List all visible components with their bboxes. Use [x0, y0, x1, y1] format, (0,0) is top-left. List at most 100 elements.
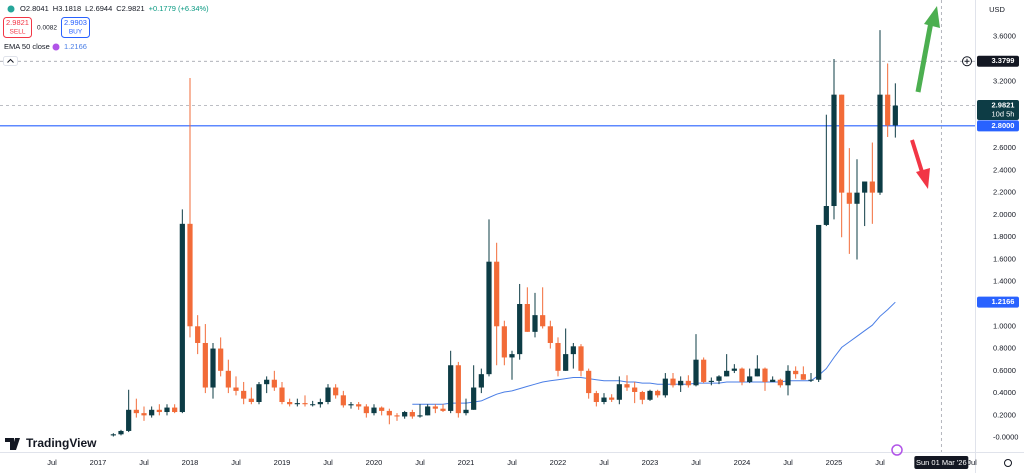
up-arrow	[915, 21, 934, 93]
candle-body	[432, 406, 438, 409]
candle-body	[854, 192, 860, 204]
x-tick-label: 2018	[182, 458, 199, 467]
candle-body	[655, 390, 661, 396]
candle-body	[218, 348, 224, 371]
price-badge	[977, 296, 1019, 308]
settings-icon[interactable]	[1004, 459, 1012, 467]
price-badge-label: 2.9821	[992, 101, 1015, 110]
x-tick-label: Jul	[967, 458, 977, 467]
candle-body	[563, 354, 569, 371]
candle-body	[264, 379, 270, 385]
candle-body	[770, 379, 776, 382]
candle-body	[823, 206, 829, 225]
candle-body	[202, 342, 208, 388]
candle-body	[754, 368, 760, 377]
candle-body	[532, 315, 538, 332]
ohlc-legend: O2.8041 H3.1818 L2.6944 C2.9821 +0.1779 (+6.…	[20, 4, 209, 13]
x-tick-label: Jul	[599, 458, 609, 467]
candle-body	[624, 384, 630, 388]
candle-body	[279, 387, 285, 403]
candle-body	[126, 409, 132, 431]
candle-body	[509, 354, 515, 358]
candle-body	[225, 370, 231, 388]
candle-body	[409, 412, 415, 417]
sell-label: SELL	[10, 29, 26, 36]
candle-body	[586, 370, 592, 394]
price-badge-label: 3.3799	[992, 56, 1015, 65]
x-tick-label: Jul	[691, 458, 701, 467]
x-tick-label: Jul	[415, 458, 425, 467]
crosshair-date-box	[914, 456, 969, 469]
candle-body	[210, 348, 216, 388]
candle-body	[248, 398, 254, 403]
candle-body	[609, 397, 615, 400]
candle-body	[670, 378, 676, 386]
candle-body	[455, 365, 461, 414]
candle-body	[310, 404, 316, 406]
ema-settings-icon[interactable]	[52, 43, 60, 51]
candle-body	[494, 261, 500, 327]
candle-body	[294, 403, 300, 405]
price-badge-label: 2.8000	[992, 121, 1015, 130]
candle-body	[317, 402, 323, 405]
candle-body	[371, 407, 377, 414]
x-tick-label: 2019	[274, 458, 291, 467]
brand-name: TradingView	[26, 436, 97, 450]
x-tick-label: Jul	[47, 458, 57, 467]
candle-body	[777, 379, 783, 386]
candle-body	[486, 261, 492, 375]
y-tick-label: 0.2000	[993, 410, 1016, 419]
candle-body	[578, 346, 584, 371]
spread: 0.0082	[37, 25, 57, 32]
candle-body	[448, 365, 454, 411]
y-tick-label: 1.6000	[993, 254, 1016, 263]
sell-price: 2.9821	[6, 18, 29, 27]
candle-body	[133, 409, 139, 414]
ohlc-value: L2.6944	[85, 4, 112, 13]
buy-button[interactable]	[61, 17, 90, 38]
collapse-icon	[7, 58, 14, 63]
y-tick-label: 2.2000	[993, 188, 1016, 197]
candle-body	[724, 370, 730, 377]
candle-body	[678, 380, 684, 386]
candle-body	[793, 370, 799, 375]
crosshair-date-label: Sun 01 Mar '26	[916, 458, 967, 467]
candle-body	[187, 223, 193, 327]
sell-button[interactable]	[3, 17, 32, 38]
candle-body	[869, 181, 875, 193]
candle-body	[386, 410, 392, 416]
y-tick-label: 2.6000	[993, 143, 1016, 152]
y-tick-label: -0.0000	[993, 433, 1018, 442]
x-tick-label: 2022	[550, 458, 567, 467]
brand-logo	[5, 438, 20, 450]
collapse-button[interactable]	[3, 56, 18, 66]
candle-body	[785, 370, 791, 386]
event-icon[interactable]	[891, 444, 903, 456]
candle-body	[716, 376, 722, 381]
down-arrow	[910, 139, 924, 173]
candle-body	[639, 391, 645, 400]
currency: USD	[989, 5, 1005, 14]
candle-body	[241, 390, 247, 399]
candle-body	[816, 224, 822, 380]
candle-body	[164, 407, 170, 413]
countdown: 10d 5h	[992, 110, 1015, 119]
x-tick-label: Jul	[231, 458, 241, 467]
y-tick-label: 1.8000	[993, 232, 1016, 241]
x-tick-label: 2017	[90, 458, 107, 467]
candle-body	[892, 105, 898, 126]
candle-body	[356, 404, 362, 407]
x-tick-label: Jul	[139, 458, 149, 467]
candle-body	[256, 384, 262, 403]
candle-body	[601, 397, 607, 403]
x-tick-label: Jul	[323, 458, 333, 467]
candle-body	[348, 404, 354, 406]
candle-body	[325, 387, 331, 403]
candle-body	[517, 304, 523, 355]
up-arrow-head	[924, 6, 940, 28]
ema-legend-value: 1.2166	[64, 42, 87, 51]
x-tick-label: 2024	[734, 458, 751, 467]
candle-body	[233, 387, 239, 391]
candle-body	[156, 409, 162, 413]
candle-body	[363, 406, 369, 414]
